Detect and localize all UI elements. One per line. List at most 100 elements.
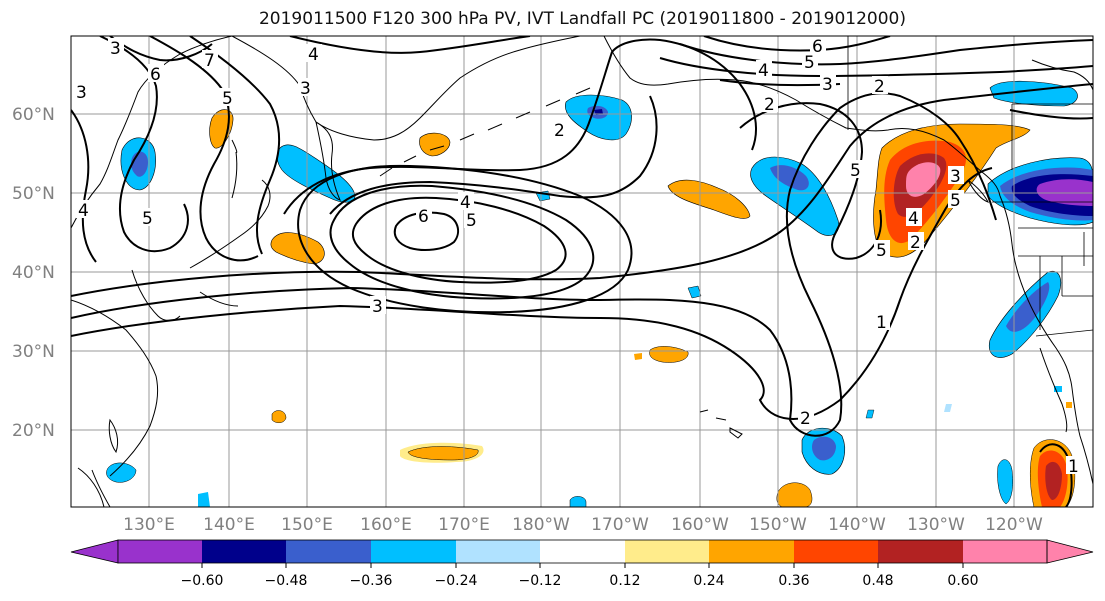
ivt-negative-region (1006, 282, 1050, 332)
kamchatka-peninsula (315, 121, 341, 201)
longitude-labels: 130°E 140°E 150°E 160°E 170°E 180°W 170°… (123, 515, 1043, 535)
lat-label-30n: 30°N (12, 342, 55, 362)
colorbar-tick-label: −0.48 (265, 573, 308, 589)
pv-contour-label: 5 (804, 53, 815, 73)
lon-label: 150°E (281, 515, 333, 535)
lon-label: 180°W (512, 515, 570, 535)
pv-contour-east-trough-5 (739, 102, 882, 260)
colorbar-tick-label: 0.36 (778, 573, 809, 589)
colorbar-ticks (201, 563, 964, 568)
colorbar-tick-label: −0.36 (350, 573, 393, 589)
ivt-negative-region (687, 285, 702, 299)
colorbar-segment (709, 540, 794, 563)
aleutian-islands (379, 87, 591, 177)
pv-contour-label: 2 (554, 121, 565, 141)
pv-contours (71, 36, 1093, 507)
ivt-positive-region (1066, 402, 1072, 408)
pv-contour-label: 3 (110, 39, 121, 59)
colorbar-segment (286, 540, 371, 563)
pv-contour-label: 6 (812, 37, 823, 57)
pv-contour-label: 5 (222, 89, 233, 109)
vancouver-island (967, 179, 989, 203)
pv-contour-label: 4 (908, 209, 919, 229)
lat-label-20n: 20°N (12, 421, 55, 441)
colorbar-tick-label: 0.24 (693, 573, 724, 589)
colorbar-frame (117, 539, 1048, 564)
pv-contour-label: 5 (876, 241, 887, 261)
baja-coastline (1039, 347, 1068, 433)
ivt-negative-region (812, 436, 836, 461)
ivt-negative-region (997, 459, 1013, 505)
colorbar-tick-label: −0.60 (181, 573, 224, 589)
lon-label: 140°E (203, 515, 255, 535)
colorbar-segment (118, 540, 202, 563)
pv-contour-3 (71, 83, 1093, 297)
pv-contour-west-5 (149, 36, 259, 262)
map-plot-area: 6 7 5 4 3 2 3 5 6 4 5 4 3 6 (71, 36, 1093, 507)
ivt-positive-region (271, 410, 287, 423)
asia-coastline (71, 36, 233, 229)
ivt-negative-region (944, 404, 952, 412)
pv-contour-label: 4 (78, 201, 89, 221)
pv-contour-label: 5 (850, 161, 861, 181)
ivt-negative-region (106, 462, 137, 483)
ivt-positive-region (667, 179, 751, 219)
canada-provinces (1011, 103, 1093, 170)
ivt-positive-region (1045, 461, 1062, 500)
pv-contour-label: 3 (300, 79, 311, 99)
us-state-borders (1018, 227, 1093, 330)
pv-contour-north-4 (289, 36, 531, 54)
colorbar-segment (202, 540, 286, 563)
alaska-coastline (603, 36, 1001, 197)
ivt-positive-region (209, 109, 234, 149)
ivt-positive-region (649, 346, 689, 363)
china-coastline (71, 299, 159, 477)
pv-contour-label: 2 (874, 77, 885, 97)
ivt-negative-region (198, 492, 210, 507)
pv-contour-label: 5 (466, 211, 477, 231)
lon-label: 130°E (123, 515, 175, 535)
colorbar-tick-labels: −0.60 −0.48 −0.36 −0.24 −0.12 0.12 0.24 … (181, 573, 979, 589)
us-mexico-border (1035, 329, 1093, 337)
pv-contour-1 (71, 167, 993, 420)
ivt-positive-region (776, 482, 813, 507)
pv-contour-label: 3 (950, 167, 961, 187)
pv-contour-east-trough-2 (1009, 109, 1093, 120)
colorbar-segment (371, 540, 456, 563)
hawaii-islands (699, 409, 743, 439)
ivt-positive-region (906, 162, 941, 197)
pv-contour-label: 5 (950, 191, 961, 211)
colorbar-segment (794, 540, 878, 563)
pv-contour-north-5 (679, 39, 1093, 66)
colorbar-segment (963, 540, 1047, 563)
lon-label: 160°W (671, 515, 729, 535)
pv-closed-3 (297, 164, 633, 314)
colorbar: −0.60 −0.48 −0.36 −0.24 −0.12 0.12 0.24 … (70, 539, 1094, 589)
colorbar-tick-label: 0.60 (947, 573, 978, 589)
ivt-positive-region (419, 132, 451, 157)
country-borders (847, 36, 1093, 337)
sakhalin-coastline (231, 139, 238, 199)
colorbar-tick-label: −0.12 (519, 573, 562, 589)
lon-label: 130°W (907, 515, 965, 535)
lon-label: 140°W (828, 515, 886, 535)
latitude-labels: 60°N 50°N 40°N 30°N 20°N (12, 105, 55, 441)
ivt-negative-region (865, 409, 875, 419)
colorbar-segment (625, 540, 709, 563)
pv-closed-4 (329, 184, 595, 300)
pv-contour-label: 4 (308, 45, 319, 65)
lon-label: 160°E (360, 515, 412, 535)
taiwan-coastline (108, 418, 119, 454)
ivt-negative-region (770, 165, 809, 191)
pv-contour-west-3 (71, 109, 97, 263)
colorbar-segment (878, 540, 963, 563)
pv-contour-label: 5 (142, 209, 153, 229)
colorbar-extend-min (70, 539, 119, 564)
lon-label: 150°W (749, 515, 807, 535)
lat-label-40n: 40°N (12, 263, 55, 283)
pv-contour-2 (71, 92, 997, 437)
pv-contour-label: 2 (800, 409, 811, 429)
ivt-positive-region (407, 446, 479, 461)
pv-contour-label: 2 (764, 95, 775, 115)
